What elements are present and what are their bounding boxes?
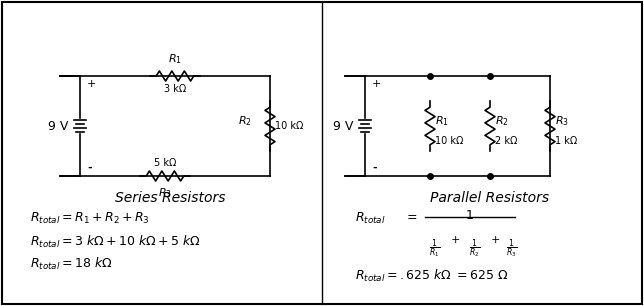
Text: Series Resistors: Series Resistors — [115, 191, 225, 205]
Text: $R_{total} = 3\ k\Omega + 10\ k\Omega + 5\ k\Omega$: $R_{total} = 3\ k\Omega + 10\ k\Omega + … — [30, 234, 201, 250]
Text: $R_3$: $R_3$ — [158, 186, 172, 200]
Text: $R_{total} = R_1 + R_2 + R_3$: $R_{total} = R_1 + R_2 + R_3$ — [30, 211, 150, 226]
Text: Parallel Resistors: Parallel Resistors — [430, 191, 549, 205]
Text: $R_{total}$: $R_{total}$ — [355, 211, 386, 226]
Text: +: + — [490, 235, 500, 245]
Text: $R_1$: $R_1$ — [435, 114, 449, 128]
Text: +: + — [450, 235, 460, 245]
Text: $R_2$: $R_2$ — [495, 114, 509, 128]
Text: $\frac{1}{R_2}$: $\frac{1}{R_2}$ — [469, 237, 480, 260]
Text: -: - — [372, 163, 377, 173]
Text: 5 kΩ: 5 kΩ — [154, 158, 176, 168]
Text: +: + — [87, 79, 97, 89]
Text: 3 kΩ: 3 kΩ — [164, 84, 186, 94]
Text: $R_{total} = .625\ k\Omega\ = 625\ \Omega$: $R_{total} = .625\ k\Omega\ = 625\ \Omeg… — [355, 268, 509, 284]
Text: -: - — [87, 163, 91, 173]
Text: $R_3$: $R_3$ — [555, 114, 569, 128]
Text: $\frac{1}{R_3}$: $\frac{1}{R_3}$ — [506, 237, 518, 260]
Text: $R_1$: $R_1$ — [168, 52, 182, 66]
Text: 9 V: 9 V — [48, 120, 68, 132]
Text: 9 V: 9 V — [333, 120, 353, 132]
Text: +: + — [372, 79, 381, 89]
Text: =: = — [407, 211, 417, 224]
Text: $\frac{1}{R_1}$: $\frac{1}{R_1}$ — [430, 237, 440, 260]
Text: 1: 1 — [466, 209, 474, 222]
Text: $R_{total} = 18\ k\Omega$: $R_{total} = 18\ k\Omega$ — [30, 256, 113, 272]
Text: 2 kΩ: 2 kΩ — [495, 136, 517, 146]
Text: 10 kΩ: 10 kΩ — [275, 121, 303, 131]
Text: $R_2$: $R_2$ — [238, 114, 252, 128]
Text: 1 kΩ: 1 kΩ — [555, 136, 577, 146]
Text: 10 kΩ: 10 kΩ — [435, 136, 464, 146]
